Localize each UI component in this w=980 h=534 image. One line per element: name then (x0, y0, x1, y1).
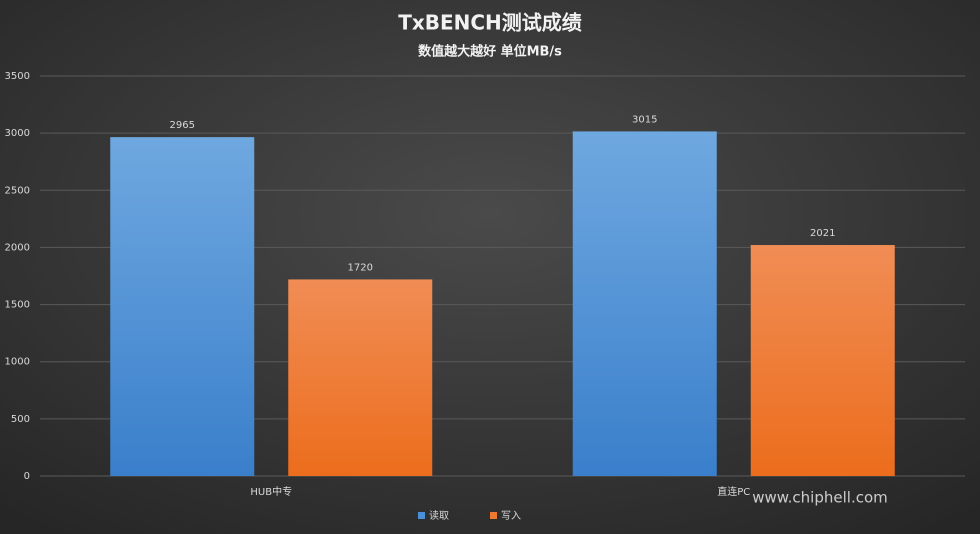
y-tick-label: 1500 (5, 300, 30, 311)
bar (572, 131, 717, 476)
data-label: 3015 (632, 114, 657, 125)
y-tick-label: 500 (11, 414, 30, 425)
y-tick-label: 0 (24, 471, 30, 482)
y-tick-label: 3500 (5, 71, 30, 82)
y-tick-label: 1000 (5, 357, 30, 368)
legend-swatch (418, 512, 425, 519)
legend-label: 读取 (429, 509, 449, 522)
x-tick-label: HUB中专 (250, 485, 292, 498)
watermark: www.chiphell.com (752, 489, 888, 507)
y-tick-label: 2500 (5, 185, 30, 196)
legend-swatch (490, 512, 497, 519)
bar (110, 137, 255, 476)
y-tick-label: 3000 (5, 128, 30, 139)
legend-label: 写入 (501, 510, 521, 522)
data-label: 2965 (170, 120, 195, 131)
data-label: 1720 (348, 262, 373, 273)
data-label: 2021 (810, 228, 835, 239)
chart-subtitle: 数值越大越好 单位MB/s (418, 44, 562, 60)
x-tick-label: 直连PC (717, 485, 750, 498)
y-tick-label: 2000 (5, 242, 30, 253)
bar (288, 279, 433, 476)
chart-title: TxBENCH测试成绩 (398, 11, 582, 35)
bar (750, 245, 895, 476)
